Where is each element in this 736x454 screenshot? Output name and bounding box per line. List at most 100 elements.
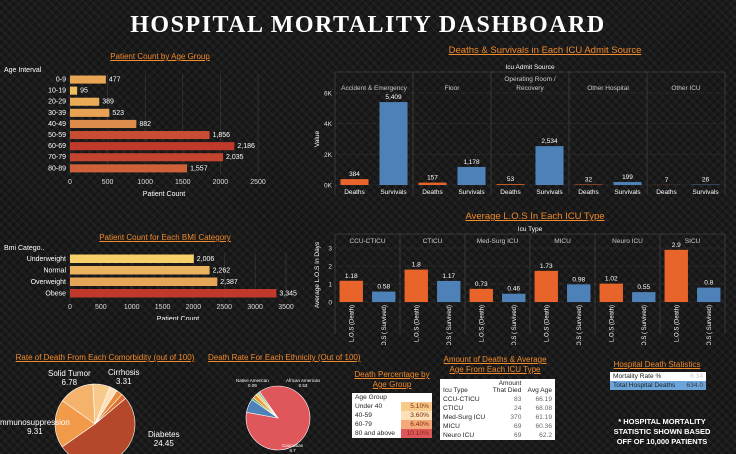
x-tick-label: 3000 — [247, 304, 263, 311]
age-chart-title: Patient Count by Age Group — [110, 52, 210, 61]
bar — [70, 97, 100, 106]
bar — [70, 164, 188, 173]
x-category-label: Survivals — [614, 189, 641, 196]
death-pct-title: Death Percentage by Age Group — [354, 370, 430, 389]
bar — [339, 280, 363, 302]
category-label: 60-69 — [48, 143, 66, 150]
pie-slice — [257, 391, 279, 419]
group-header: Icu Admit Source — [505, 64, 555, 71]
pie-slice — [54, 400, 96, 448]
icu-deaths-table: Icu Type Amount That Died Avg Age CCU-CT… — [440, 379, 555, 440]
x-category-label: L.O.S ( Survived) — [577, 305, 583, 345]
category-label: 70-79 — [48, 154, 66, 161]
death-pct-header: Age Group — [355, 394, 387, 401]
x-category-label: L.O.S (Death) — [414, 305, 420, 342]
x-tick-label: 3500 — [278, 304, 294, 311]
bar — [613, 181, 642, 185]
x-category-label: L.O.S (Death) — [479, 305, 485, 342]
icu-deaths-table-title: Amount of Deaths & Average Age From Each… — [443, 355, 547, 374]
bar — [697, 287, 721, 302]
x-category-label: L.O.S ( Survived) — [512, 305, 518, 345]
bar — [372, 291, 396, 302]
data-label: 157 — [427, 175, 438, 182]
pie-label-diabetes: Diabetes 24.45 — [148, 430, 180, 448]
table-cell: 62.2 — [539, 432, 552, 439]
row-header: Bmi Catego.. — [4, 245, 45, 252]
data-label: 389 — [102, 99, 114, 106]
percent-cell: 10.10% — [401, 429, 432, 438]
data-label: 95 — [80, 88, 88, 95]
table-cell: 83 — [514, 396, 522, 403]
bar — [340, 179, 369, 185]
table-row: CTICU 24 68.08 — [440, 404, 555, 413]
percent-cell: 6.40% — [401, 420, 432, 429]
data-label: 1,856 — [213, 132, 231, 139]
group-label: MICU — [554, 238, 571, 245]
table-cell: 69 — [514, 423, 522, 430]
ethnicity-chart-title: Death Rate For Each Ethnicity (Out of 10… — [208, 353, 361, 362]
icu-col-died: Amount That Died — [492, 380, 522, 394]
bar — [469, 288, 493, 302]
data-label: 384 — [349, 171, 360, 178]
bar — [502, 293, 526, 302]
category-label: 0-9 — [56, 77, 66, 84]
data-label: 0.55 — [637, 284, 650, 291]
table-cell: 69 — [514, 432, 522, 439]
x-tick-label: 2000 — [213, 179, 229, 186]
y-tick-label: 0K — [324, 183, 333, 190]
comorbidity-pie-chart — [0, 362, 205, 454]
data-label: 1.17 — [442, 273, 455, 280]
data-label: 2,262 — [213, 268, 231, 275]
pie-label-solid-tumor: Solid Tumor 6.78 — [48, 369, 91, 387]
bar — [379, 102, 408, 185]
table-row: Neuro ICU 69 62.2 — [440, 431, 555, 440]
x-tick-label: 500 — [95, 304, 107, 311]
data-label: 477 — [109, 77, 121, 84]
group-label: Med-Surg ICU — [477, 238, 519, 245]
x-tick-label: 2500 — [250, 179, 266, 186]
y-tick-label: 6K — [324, 91, 333, 98]
group-label: SICU — [685, 238, 701, 245]
icu-col-age: Avg Age — [527, 387, 552, 394]
data-label: 1.73 — [540, 263, 553, 270]
pie-slice — [94, 394, 127, 425]
footnote-line: * HOSPITAL MORTALITY — [618, 417, 706, 426]
bar — [70, 266, 210, 275]
data-label: 1,178 — [463, 159, 480, 166]
x-tick-label: 2000 — [186, 304, 202, 311]
x-category-label: Deaths — [656, 189, 677, 196]
data-label: 0.98 — [572, 276, 585, 283]
table-row: 80 and above 10.10% — [352, 429, 432, 438]
data-label: 32 — [585, 177, 593, 184]
y-axis-title: Average L.O.S In Days — [314, 241, 321, 308]
x-category-label: Deaths — [578, 189, 599, 196]
table-cell: CCU-CTICU — [443, 396, 480, 403]
x-tick-label: 1000 — [137, 179, 153, 186]
data-label: 199 — [622, 174, 633, 181]
pie-label-native-american: Native American 0.09 — [236, 378, 269, 388]
bmi-chart-title: Patient Count for Each BMI Category — [99, 233, 231, 242]
data-label: 0.8 — [704, 280, 713, 287]
x-category-label: L.O.S ( Survived) — [642, 305, 648, 345]
footnote: * HOSPITAL MORTALITY STATISTIC SHOWN BAS… — [598, 417, 726, 447]
table-row: 60-79 6.40% — [352, 420, 432, 429]
table-cell: 61.19 — [535, 414, 552, 421]
x-category-label: Survivals — [692, 189, 719, 196]
age-bar-chart: Age Interval 0 500 1000 1500 2000 2500 0-9 477 10… — [0, 62, 300, 197]
x-category-label: Deaths — [500, 189, 521, 196]
bar — [70, 254, 194, 263]
y-tick-label: 2 — [328, 264, 332, 271]
group-label: Other ICU — [671, 85, 701, 92]
age-group-cell: 60-79 — [355, 421, 372, 428]
data-label: 1.8 — [412, 262, 421, 269]
data-label: 53 — [507, 176, 515, 183]
x-category-label: L.O.S (Death) — [544, 305, 550, 342]
data-label: 7 — [665, 177, 669, 184]
group-label: CTICU — [423, 238, 443, 245]
x-category-label: Survivals — [380, 189, 407, 196]
table-cell: 24 — [514, 405, 522, 412]
x-tick-label: 1500 — [175, 179, 191, 186]
data-label: 0.58 — [377, 284, 390, 291]
group-label: Operating Room / — [504, 76, 555, 83]
stat-label: Mortality Rate % — [613, 373, 662, 380]
